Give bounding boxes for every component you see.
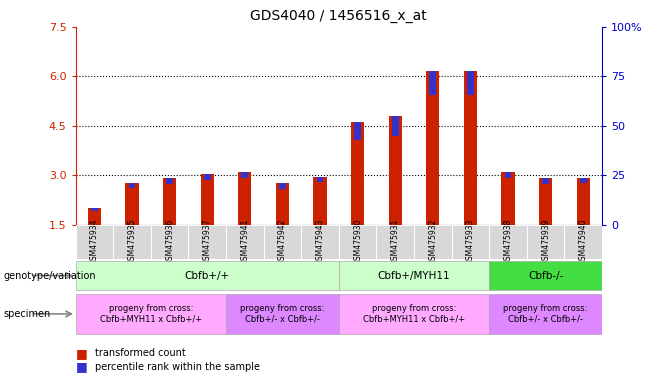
- Bar: [392, 116, 399, 136]
- Text: progeny from cross:
Cbfb+MYH11 x Cbfb+/+: progeny from cross: Cbfb+MYH11 x Cbfb+/+: [363, 304, 465, 324]
- Bar: [501, 172, 515, 225]
- FancyBboxPatch shape: [490, 225, 527, 258]
- Bar: [163, 178, 176, 225]
- FancyBboxPatch shape: [527, 225, 565, 258]
- Bar: [241, 172, 248, 179]
- Text: GSM475938: GSM475938: [503, 219, 513, 265]
- FancyBboxPatch shape: [151, 225, 188, 258]
- Bar: [505, 172, 511, 179]
- Text: GSM475934: GSM475934: [90, 218, 99, 265]
- Text: Cbfb-/-: Cbfb-/-: [528, 270, 563, 281]
- Text: GSM475937: GSM475937: [203, 218, 212, 265]
- Bar: [354, 122, 361, 140]
- Bar: [166, 178, 173, 184]
- Text: Cbfb+/+: Cbfb+/+: [185, 270, 230, 281]
- Bar: [464, 71, 477, 225]
- Bar: [542, 178, 549, 184]
- Text: GSM475943: GSM475943: [316, 218, 324, 265]
- Bar: [580, 178, 587, 184]
- Text: GSM475931: GSM475931: [391, 219, 400, 265]
- Text: genotype/variation: genotype/variation: [3, 270, 96, 281]
- FancyBboxPatch shape: [490, 294, 602, 334]
- Bar: [204, 174, 211, 180]
- Bar: [88, 208, 101, 225]
- FancyBboxPatch shape: [301, 225, 339, 258]
- FancyBboxPatch shape: [376, 225, 414, 258]
- Text: progeny from cross:
Cbfb+MYH11 x Cbfb+/+: progeny from cross: Cbfb+MYH11 x Cbfb+/+: [100, 304, 202, 324]
- FancyBboxPatch shape: [188, 225, 226, 258]
- Bar: [91, 208, 98, 211]
- FancyBboxPatch shape: [339, 261, 490, 290]
- Bar: [351, 122, 365, 225]
- Bar: [238, 172, 251, 225]
- FancyBboxPatch shape: [414, 225, 451, 258]
- Text: GSM475935: GSM475935: [128, 218, 137, 265]
- Text: GSM475933: GSM475933: [466, 218, 475, 265]
- FancyBboxPatch shape: [113, 225, 151, 258]
- Bar: [313, 177, 326, 225]
- Bar: [276, 184, 289, 225]
- FancyBboxPatch shape: [76, 294, 226, 334]
- Title: GDS4040 / 1456516_x_at: GDS4040 / 1456516_x_at: [251, 9, 427, 23]
- Text: percentile rank within the sample: percentile rank within the sample: [95, 362, 261, 372]
- Text: GSM475936: GSM475936: [165, 218, 174, 265]
- FancyBboxPatch shape: [451, 225, 490, 258]
- Bar: [467, 71, 474, 96]
- Text: progeny from cross:
Cbfb+/- x Cbfb+/-: progeny from cross: Cbfb+/- x Cbfb+/-: [503, 304, 588, 324]
- Bar: [201, 174, 214, 225]
- Bar: [430, 71, 436, 96]
- Text: ■: ■: [76, 347, 88, 360]
- Bar: [129, 184, 136, 188]
- FancyBboxPatch shape: [339, 294, 490, 334]
- FancyBboxPatch shape: [76, 225, 113, 258]
- Text: GSM475939: GSM475939: [541, 218, 550, 265]
- Bar: [539, 178, 552, 225]
- FancyBboxPatch shape: [226, 225, 264, 258]
- Text: GSM475940: GSM475940: [579, 218, 588, 265]
- Text: transformed count: transformed count: [95, 348, 186, 358]
- Bar: [576, 178, 590, 225]
- Text: progeny from cross:
Cbfb+/- x Cbfb+/-: progeny from cross: Cbfb+/- x Cbfb+/-: [240, 304, 324, 324]
- Text: GSM475932: GSM475932: [428, 219, 438, 265]
- Text: GSM475941: GSM475941: [240, 219, 249, 265]
- FancyBboxPatch shape: [264, 225, 301, 258]
- Bar: [389, 116, 402, 225]
- FancyBboxPatch shape: [226, 294, 339, 334]
- FancyBboxPatch shape: [490, 261, 602, 290]
- Text: ■: ■: [76, 360, 88, 373]
- FancyBboxPatch shape: [565, 225, 602, 258]
- Bar: [316, 177, 324, 182]
- Text: Cbfb+/MYH11: Cbfb+/MYH11: [378, 270, 450, 281]
- Text: GSM475942: GSM475942: [278, 219, 287, 265]
- Text: specimen: specimen: [3, 309, 51, 319]
- Bar: [126, 184, 139, 225]
- Bar: [279, 184, 286, 189]
- Text: GSM475930: GSM475930: [353, 218, 362, 265]
- FancyBboxPatch shape: [339, 225, 376, 258]
- Bar: [426, 71, 440, 225]
- FancyBboxPatch shape: [76, 261, 339, 290]
